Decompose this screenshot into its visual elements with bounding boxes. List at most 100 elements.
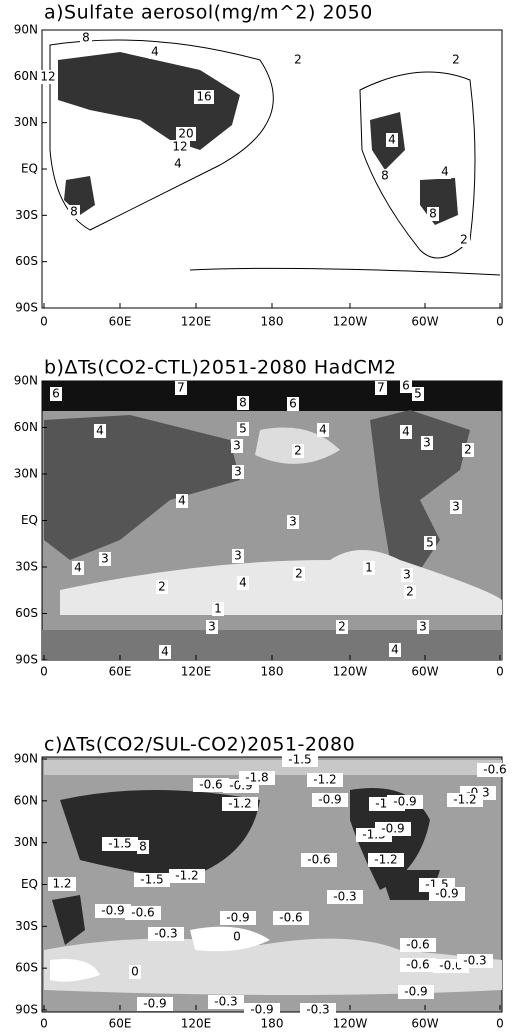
contour-label: -0.3 — [214, 995, 237, 1009]
contour-label: 16 — [196, 90, 211, 104]
contour-label-box — [301, 853, 337, 867]
contour-label-box — [212, 602, 224, 616]
y-axis-label: 60S — [15, 961, 38, 975]
contour-label-box — [458, 233, 470, 247]
contour-label-box — [375, 822, 411, 836]
y-axis-label: 90S — [15, 653, 38, 667]
contour-label: 3 — [208, 620, 216, 634]
contour-label-box — [239, 771, 275, 785]
x-axis-label: 60E — [109, 315, 132, 329]
contour-label: -0.3 — [333, 890, 356, 904]
contour-label: -0.9 — [143, 997, 166, 1011]
contour-label-box — [134, 873, 170, 887]
contour-label-box — [327, 890, 363, 904]
y-axis-label: 60N — [14, 69, 38, 83]
contour-label-box — [149, 45, 161, 59]
y-axis-label: 60S — [15, 254, 38, 268]
x-axis-label: 180 — [261, 665, 284, 679]
contour-label-box — [99, 552, 111, 566]
contour-label: 4 — [239, 576, 247, 590]
contour-label-box — [244, 1003, 280, 1017]
contour-label-box — [312, 793, 348, 807]
contour-label-box — [176, 494, 188, 508]
x-axis-label: 0 — [496, 315, 504, 329]
contour-label-box — [148, 927, 184, 941]
y-axis-label: 60N — [14, 793, 38, 807]
contour-label-box — [137, 840, 149, 854]
contour-label: -0.9 — [101, 904, 124, 918]
contour-label-box — [231, 930, 243, 944]
contour-label-box — [282, 753, 318, 767]
contour-label-box — [95, 904, 131, 918]
panel-b-map — [41, 380, 503, 661]
contour-label: 2 — [295, 567, 303, 581]
x-axis-label: 60W — [411, 1017, 438, 1031]
contour-label: 3 — [234, 549, 242, 563]
contour-label-box — [102, 837, 138, 851]
contour-label: 2 — [294, 53, 302, 67]
contour-label-box — [398, 985, 434, 999]
y-axis-label: 90S — [15, 301, 38, 315]
contour-label-box — [429, 887, 465, 901]
contour-label-box — [375, 381, 387, 395]
contour-label: 0 — [233, 930, 241, 944]
contour-label: 8 — [381, 169, 389, 183]
contour-label-box — [317, 423, 329, 437]
contour-label-box — [462, 443, 474, 457]
contour-label: 5 — [239, 422, 247, 436]
contour-label: 1.2 — [52, 877, 71, 891]
contour-label-box — [401, 568, 413, 582]
contour-label: -0.9 — [318, 793, 341, 807]
contour-label-box — [336, 620, 348, 634]
contour-label-box — [232, 465, 244, 479]
contour-label: -1.2 — [175, 869, 198, 883]
x-axis-label: 120E — [181, 1017, 212, 1031]
contour-label: -1.2 — [453, 793, 476, 807]
contour-label: 8 — [70, 205, 78, 219]
y-axis-label: EQ — [21, 877, 38, 891]
contour-label-box — [400, 958, 436, 972]
contour-label: 5 — [426, 536, 434, 550]
contour-label-box — [273, 911, 309, 925]
contour-label: 12 — [172, 140, 187, 154]
contour-label: 7 — [377, 381, 385, 395]
contour-label: 4 — [441, 165, 449, 179]
contour-label: -0.3 — [306, 1003, 329, 1017]
contour-label: 8 — [139, 840, 147, 854]
contour-label: -1.5 — [140, 873, 163, 887]
contour-label: -1.2 — [228, 797, 251, 811]
panel-title: b)ΔTs(CO2-CTL)2051-2080 HadCM2 — [44, 357, 397, 379]
x-axis-label: 60E — [109, 665, 132, 679]
y-axis-label: EQ — [21, 513, 38, 527]
contour-label: 3 — [289, 515, 297, 529]
contour-label-box — [237, 576, 249, 590]
panel-a-map — [41, 29, 503, 309]
contour-label: -0.6 — [406, 938, 429, 952]
contour-label: -0.6 — [406, 958, 429, 972]
contour-label-box — [170, 140, 190, 154]
contour-label-box — [48, 877, 76, 891]
contour-label: 2 — [406, 585, 414, 599]
y-axis-label: 90N — [14, 23, 38, 37]
contour-label-box — [439, 165, 451, 179]
contour-label-box — [400, 425, 412, 439]
contour-label: -0.6 — [483, 763, 506, 777]
contour-label-box — [386, 133, 398, 147]
panel-title: a)Sulfate aerosol(mg/m^2) 2050 — [44, 2, 373, 24]
contour-label-box — [457, 954, 493, 968]
contour-label: -0.6 — [279, 911, 302, 925]
y-axis-label: 30N — [14, 467, 38, 481]
panel-title: c)ΔTs(CO2/SUL-CO2)2051-2080 — [44, 734, 355, 756]
contour-label-box — [237, 396, 249, 410]
contour-label: -0.9 — [393, 795, 416, 809]
contour-label-box — [50, 387, 62, 401]
contour-label: 1 — [214, 602, 222, 616]
contour-label: 0 — [131, 965, 139, 979]
contour-label-box — [125, 906, 161, 920]
contour-label-box — [206, 620, 218, 634]
contour-label: -0.6 — [439, 959, 462, 973]
contour-label-box — [447, 793, 483, 807]
contour-label-box — [156, 580, 168, 594]
contour-label: 6 — [289, 397, 297, 411]
